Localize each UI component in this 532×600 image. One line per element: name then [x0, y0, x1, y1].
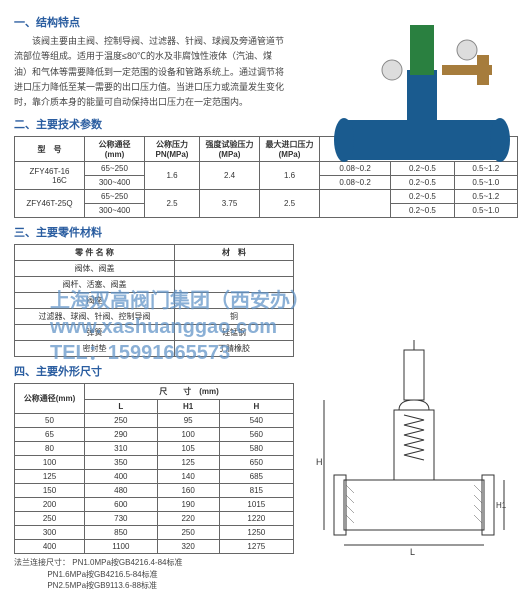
param-h-dn: 公称通径(mm) [85, 137, 145, 162]
param-h-test: 强度试验压力 (MPa) [200, 137, 260, 162]
table-row: 40011003201275 [15, 540, 294, 554]
svg-text:H1: H1 [496, 501, 507, 510]
table-row: 5025095540 [15, 414, 294, 428]
table-row: 100350125650 [15, 456, 294, 470]
cross-section-diagram: L H H1 [314, 330, 514, 560]
material-table: 零 件 名 称 材 料 阀体、阀盖 阀杆、活塞、阀盖 阀座 过滤器、球阀、针阀、… [14, 244, 294, 357]
param-h-maxin: 最大进口压力 (MPa) [260, 137, 320, 162]
mat-h1: 零 件 名 称 [15, 245, 175, 261]
svg-text:H: H [316, 457, 323, 467]
table-row: 2507302201220 [15, 512, 294, 526]
mat-h2: 材 料 [175, 245, 294, 261]
flange-footnote: 法兰连接尺寸： PN1.0MPa按GB4216.4-84标准 PN1.6MPa按… [14, 557, 518, 591]
table-row: 过滤器、球阀、针阀、控制导阀铜 [15, 309, 294, 325]
table-row: 2006001901015 [15, 498, 294, 512]
table-row: 150480160815 [15, 484, 294, 498]
svg-text:L: L [410, 547, 415, 557]
table-row: 阀杆、活塞、阀盖 [15, 277, 294, 293]
dimension-table: 公称通径(mm) 尺 寸 (mm) L H1 H 5025095540 6529… [14, 383, 294, 554]
table-row: ZFY46T-25Q 65~250 2.5 3.75 2.5 0.2~0.5 0… [15, 190, 518, 204]
dim-h-dn: 公称通径(mm) [15, 384, 85, 414]
table-row: 80310105580 [15, 442, 294, 456]
dim-h-size: 尺 寸 (mm) [85, 384, 294, 400]
table-row: 密封垫丁腈橡胶 [15, 341, 294, 357]
table-row: 3008502501250 [15, 526, 294, 540]
table-row: 阀体、阀盖 [15, 261, 294, 277]
table-row: 弹簧硅锰钢 [15, 325, 294, 341]
param-h-pn: 公称压力 PN(MPa) [145, 137, 200, 162]
description-paragraph: 该阀主要由主阀、控制导阀、过滤器、针阀、球阀及旁通管道节流部位等组成。适用于温度… [14, 34, 284, 110]
table-row: 125400140685 [15, 470, 294, 484]
product-photo [332, 10, 512, 180]
table-row: 阀座 [15, 293, 294, 309]
section-3-title: 三、主要零件材料 [14, 224, 518, 240]
param-h-model: 型 号 [15, 137, 85, 162]
table-row: 65290100560 [15, 428, 294, 442]
